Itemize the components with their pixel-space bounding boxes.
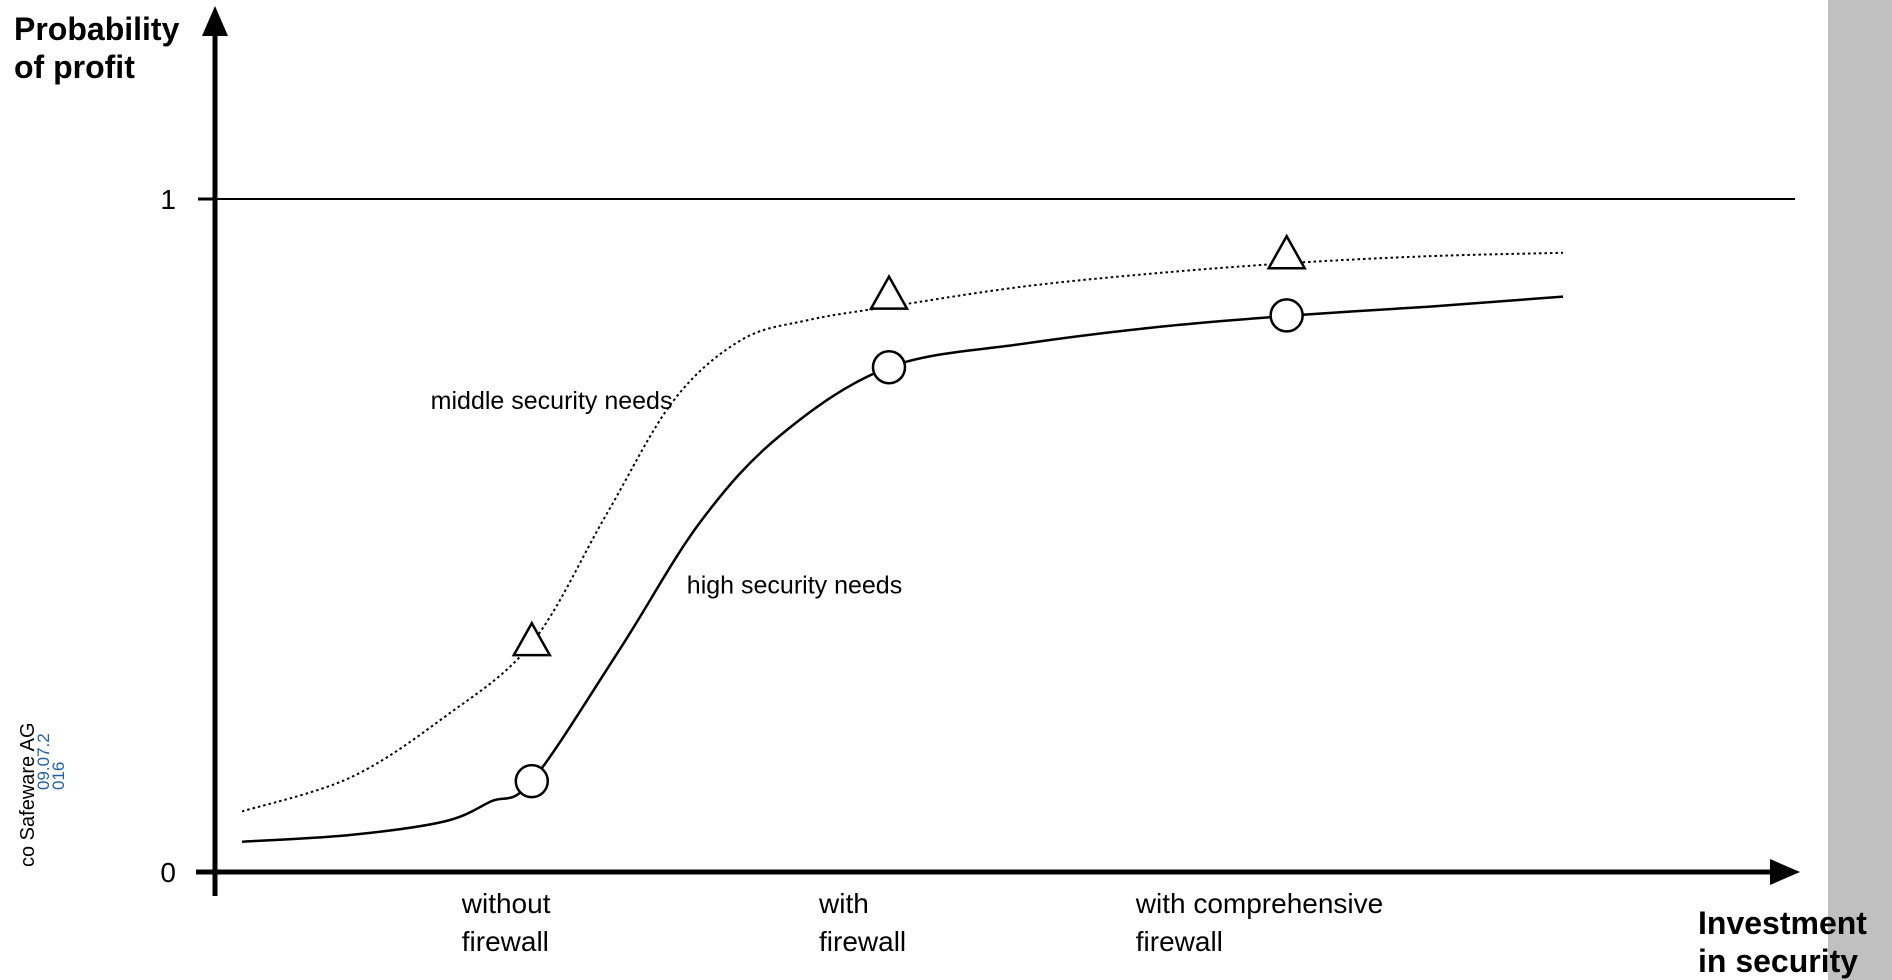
- triangle-marker-3: [1266, 233, 1307, 270]
- y-axis-arrow: [202, 6, 228, 36]
- chart: middle security needs high security needs…: [160, 6, 1800, 957]
- series-label-1: middle security needs: [431, 387, 673, 415]
- y-axis-title: Probability of profit: [14, 10, 179, 86]
- x-axis-title-line2: in security: [1698, 943, 1859, 979]
- x-category-label-1-line1: without: [461, 888, 551, 919]
- circle-marker-3: [1269, 298, 1304, 333]
- x-category-label-2-line2: firewall: [819, 926, 906, 957]
- circle-marker-1: [514, 763, 550, 799]
- series-line-2: [241, 295, 1564, 843]
- y-axis-title-line2: of profit: [14, 49, 135, 85]
- sidebar-strip: [1828, 0, 1892, 980]
- x-axis-arrow: [1770, 859, 1800, 885]
- triangle-marker-2: [868, 274, 910, 310]
- x-axis-title: Investment in security: [1698, 904, 1867, 980]
- y-axis-title-line1: Probability: [14, 11, 180, 47]
- x-category-label-3-line2: firewall: [1136, 926, 1223, 957]
- x-category-label-2-line1: with: [818, 888, 869, 919]
- y-tick-label-1: 0: [160, 857, 176, 888]
- footer-stamp: 09.07.2 016: [34, 720, 68, 790]
- y-tick-label-2: 1: [160, 184, 176, 215]
- x-axis-title-line1: Investment: [1698, 905, 1867, 941]
- series-line-1: [241, 251, 1564, 813]
- stamp-line2: 016: [49, 761, 68, 790]
- x-category-label-3-line1: with comprehensive: [1135, 888, 1383, 919]
- circle-marker-2: [871, 350, 907, 385]
- series-label-2: high security needs: [687, 571, 902, 599]
- triangle-marker-1: [511, 620, 552, 657]
- x-category-label-1-line2: firewall: [462, 926, 549, 957]
